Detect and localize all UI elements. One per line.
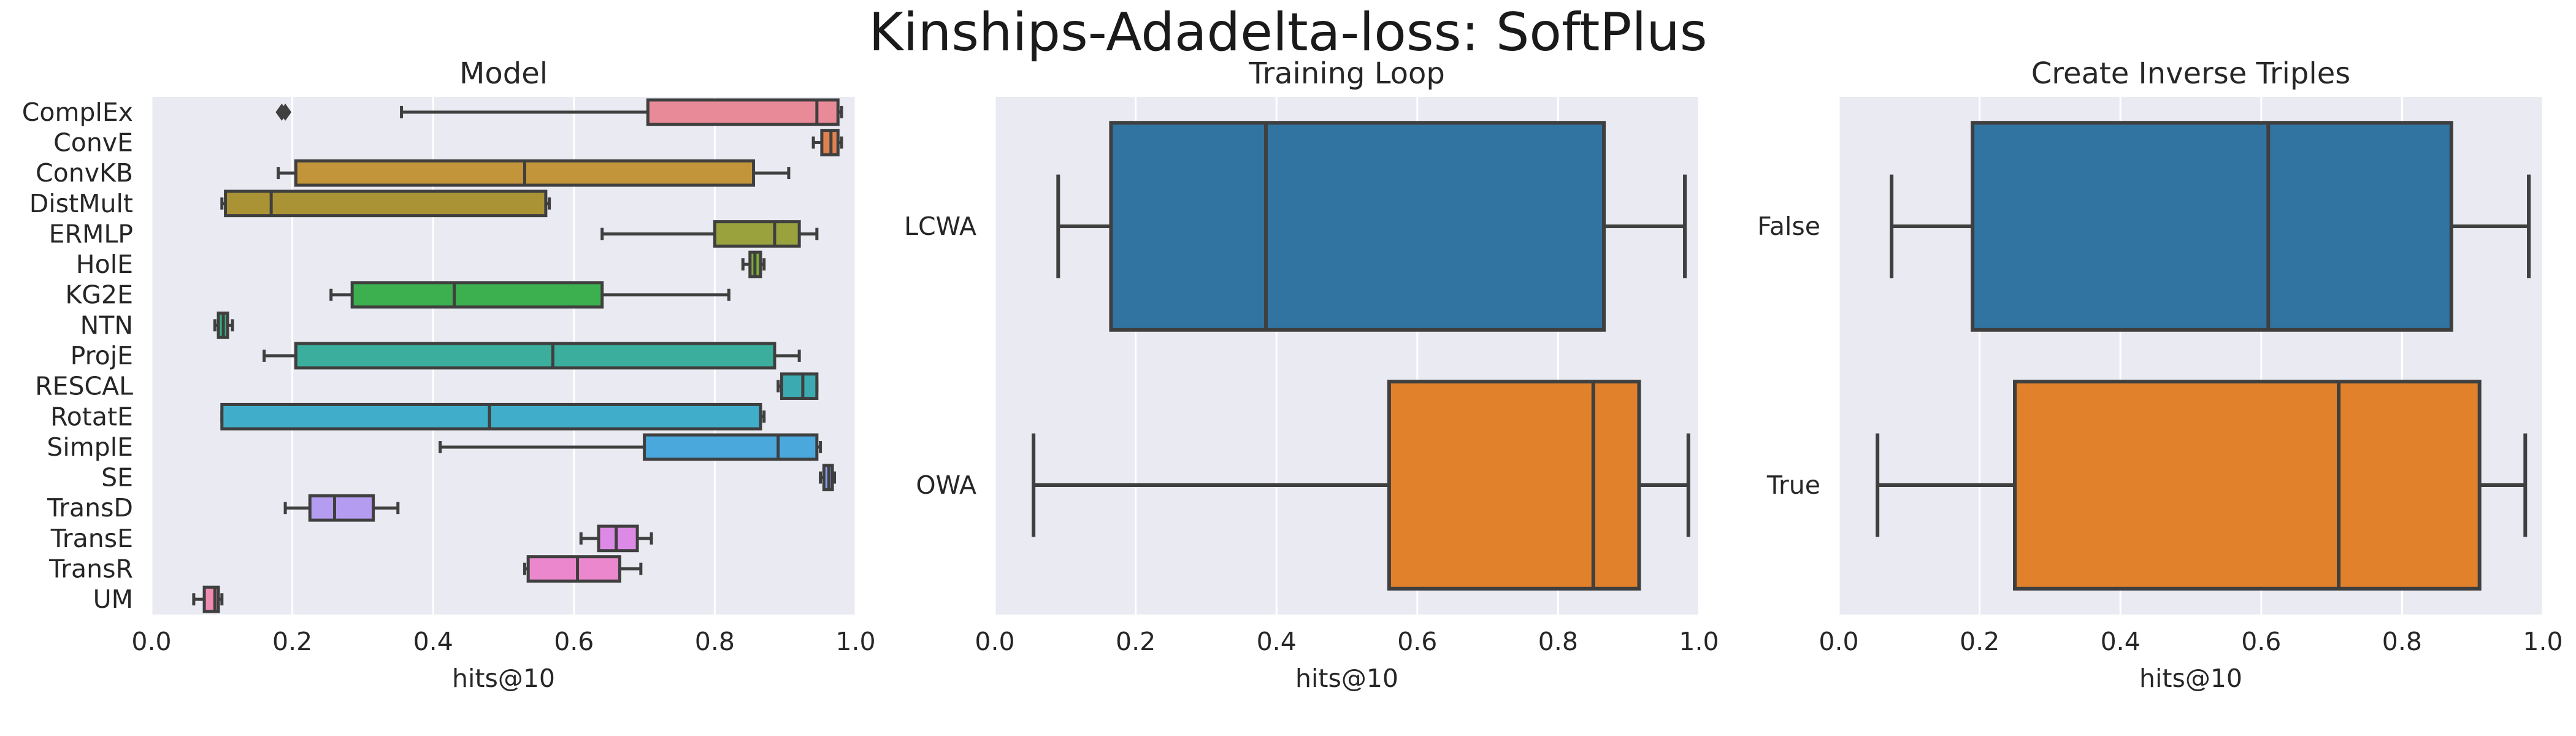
- box-ConvE: ConvE: [53, 128, 843, 157]
- y-tick-label: TransE: [50, 524, 133, 553]
- chart-panels: 0.0 0.2 0.4 0.6 0.8 1.0hits@10ModelComplExCon…: [22, 56, 2563, 693]
- x-tick-label: 0.4: [2101, 627, 2141, 656]
- box-DistMult: DistMult: [29, 189, 551, 218]
- x-tick-label: 0.6: [554, 627, 594, 656]
- box-RESCAL: RESCAL: [35, 372, 819, 401]
- y-tick-label: NTN: [80, 310, 133, 340]
- box-ConvKB: ConvKB: [36, 158, 791, 188]
- box-HolE: HolE: [76, 250, 766, 279]
- x-tick-label: 0.0: [131, 627, 171, 656]
- box-RotatE: RotatE: [50, 402, 766, 431]
- x-tick-label: 0.2: [1116, 627, 1156, 656]
- y-tick-label: TransR: [48, 554, 133, 584]
- y-tick-label: ProjE: [71, 341, 133, 370]
- box-body: [1387, 380, 1641, 591]
- box-False: False: [1757, 121, 2531, 332]
- y-tick-label: OWA: [916, 470, 976, 500]
- x-tick-label: 1.0: [2523, 627, 2563, 656]
- y-tick-label: ConvE: [53, 128, 133, 157]
- box-ComplEx: ComplEx: [22, 98, 843, 127]
- box-body: [646, 98, 840, 126]
- y-tick-label: KG2E: [65, 280, 133, 310]
- y-tick-label: ERMLP: [49, 219, 133, 248]
- panel-title: Create Inverse Triples: [2031, 56, 2350, 91]
- box-ProjE: ProjE: [71, 341, 801, 370]
- x-axis-label: hits@10: [1295, 664, 1398, 693]
- box-LCWA: LCWA: [904, 121, 1687, 332]
- y-tick-label: TransD: [47, 493, 133, 523]
- box-OWA: OWA: [916, 380, 1690, 591]
- box-body: [1971, 121, 2453, 332]
- x-axis-label: hits@10: [2139, 664, 2242, 693]
- x-axis-label: hits@10: [452, 664, 555, 693]
- box-body: [1109, 121, 1606, 332]
- x-tick-label: 1.0: [835, 627, 875, 656]
- x-tick-label: 0.6: [1397, 627, 1437, 656]
- y-tick-label: True: [1766, 470, 1820, 500]
- box-TransR: TransR: [48, 554, 643, 584]
- x-tick-label: 0.0: [975, 627, 1014, 656]
- panel-0: 0.0 0.2 0.4 0.6 0.8 1.0hits@10ModelComplExCon…: [22, 56, 876, 693]
- box-body: [2013, 380, 2482, 591]
- box-body: [643, 433, 819, 461]
- box-TransE: TransE: [50, 524, 653, 553]
- y-tick-label: RESCAL: [35, 372, 133, 401]
- y-tick-label: RotatE: [50, 402, 133, 431]
- panel-2: 0.0 0.2 0.4 0.6 0.8 1.0 hits@10 Create Inverse …: [1757, 56, 2563, 693]
- y-tick-label: SimplE: [47, 432, 133, 462]
- x-tick-label: 0.4: [1257, 627, 1297, 656]
- x-tick-label: 0.8: [695, 627, 735, 656]
- box-ERMLP: ERMLP: [49, 219, 819, 248]
- y-tick-label: LCWA: [904, 212, 976, 241]
- panel-title: Training Loop: [1248, 56, 1445, 91]
- box-SimplE: SimplE: [47, 432, 822, 462]
- box-NTN: NTN: [80, 310, 234, 340]
- x-tick-label: 0.2: [1960, 627, 1999, 656]
- y-tick-label: ComplEx: [22, 98, 133, 127]
- panel-1: 0.0 0.2 0.4 0.6 0.8 1.0 hits@10 Training Loop LC…: [904, 56, 1719, 693]
- outlier-marker: [279, 103, 292, 121]
- box-body: [308, 494, 375, 522]
- box-body: [713, 220, 801, 248]
- box-body: [597, 524, 639, 553]
- box-body: [224, 190, 548, 218]
- x-tick-label: 0.0: [1819, 627, 1858, 656]
- y-tick-label: UM: [93, 585, 133, 614]
- y-tick-label: ConvKB: [36, 158, 133, 188]
- y-tick-label: False: [1757, 212, 1820, 241]
- box-body: [526, 555, 621, 583]
- box-SE: SE: [101, 463, 837, 493]
- box-body: [780, 372, 819, 401]
- panel-title: Model: [459, 56, 548, 91]
- box-TransD: TransD: [47, 493, 400, 523]
- y-tick-label: HolE: [76, 250, 133, 279]
- x-tick-label: 1.0: [1679, 627, 1719, 656]
- x-tick-label: 0.2: [272, 627, 312, 656]
- x-tick-label: 0.6: [2241, 627, 2281, 656]
- x-tick-label: 0.8: [1538, 627, 1578, 656]
- box-KG2E: KG2E: [65, 280, 730, 310]
- box-True: True: [1766, 380, 2528, 591]
- box-body: [294, 342, 776, 370]
- box-UM: UM: [93, 585, 224, 614]
- x-tick-label: 0.4: [413, 627, 453, 656]
- box-body: [350, 281, 604, 309]
- y-tick-label: DistMult: [29, 189, 133, 218]
- y-tick-label: SE: [101, 463, 133, 493]
- x-tick-label: 0.8: [2382, 627, 2422, 656]
- figure-title: Kinships-Adadelta-loss: SoftPlus: [868, 2, 1707, 63]
- box-body: [220, 402, 762, 431]
